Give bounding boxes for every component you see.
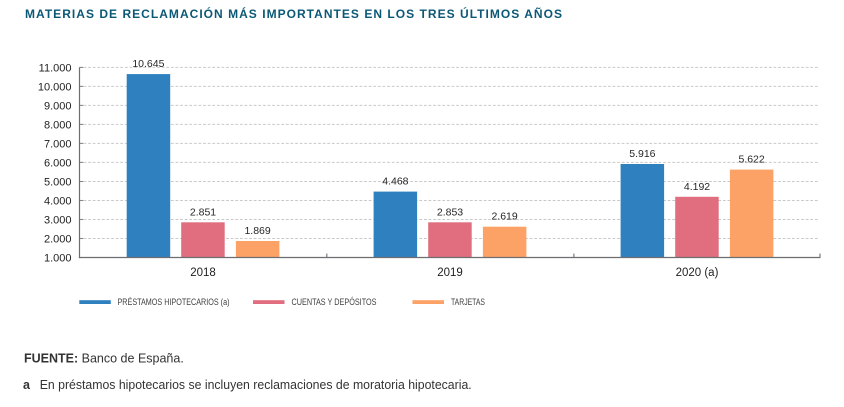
svg-text:2.851: 2.851 xyxy=(190,206,216,218)
svg-text:2018: 2018 xyxy=(190,267,216,279)
svg-text:10.645: 10.645 xyxy=(132,58,164,70)
svg-text:2.619: 2.619 xyxy=(491,211,517,223)
svg-text:CUENTAS Y DEPÓSITOS: CUENTAS Y DEPÓSITOS xyxy=(292,297,377,307)
svg-text:6.000: 6.000 xyxy=(44,158,72,170)
svg-text:3.000: 3.000 xyxy=(44,215,72,227)
svg-text:7.000: 7.000 xyxy=(44,139,72,151)
svg-text:4.000: 4.000 xyxy=(44,196,72,208)
svg-text:2.000: 2.000 xyxy=(44,234,72,246)
svg-text:a: a xyxy=(23,378,31,392)
svg-text:8.000: 8.000 xyxy=(44,120,72,132)
svg-text:5.000: 5.000 xyxy=(44,177,72,189)
svg-text:4.192: 4.192 xyxy=(684,181,710,193)
svg-text:10.000: 10.000 xyxy=(38,82,72,94)
svg-text:TARJETAS: TARJETAS xyxy=(451,297,485,307)
svg-text:11.000: 11.000 xyxy=(39,63,72,75)
svg-text:2019: 2019 xyxy=(437,267,463,279)
svg-text:PRÉSTAMOS HIPOTECARIOS (a): PRÉSTAMOS HIPOTECARIOS (a) xyxy=(118,297,230,307)
svg-text:9.000: 9.000 xyxy=(44,101,72,113)
svg-text:En préstamos hipotecarios se i: En préstamos hipotecarios se incluyen re… xyxy=(40,378,472,392)
svg-text:MATERIAS DE RECLAMACIÓN MÁS IM: MATERIAS DE RECLAMACIÓN MÁS IMPORTANTES … xyxy=(25,6,562,21)
svg-text:2.853: 2.853 xyxy=(437,206,463,218)
svg-text:5.622: 5.622 xyxy=(738,154,764,166)
svg-text:FUENTE: Banco de España.: FUENTE: Banco de España. xyxy=(24,351,184,365)
svg-text:1.000: 1.000 xyxy=(44,253,72,265)
svg-text:5.916: 5.916 xyxy=(629,148,655,160)
svg-text:4.468: 4.468 xyxy=(382,176,408,188)
svg-text:2020 (a): 2020 (a) xyxy=(676,267,719,279)
svg-text:1.869: 1.869 xyxy=(244,225,270,237)
